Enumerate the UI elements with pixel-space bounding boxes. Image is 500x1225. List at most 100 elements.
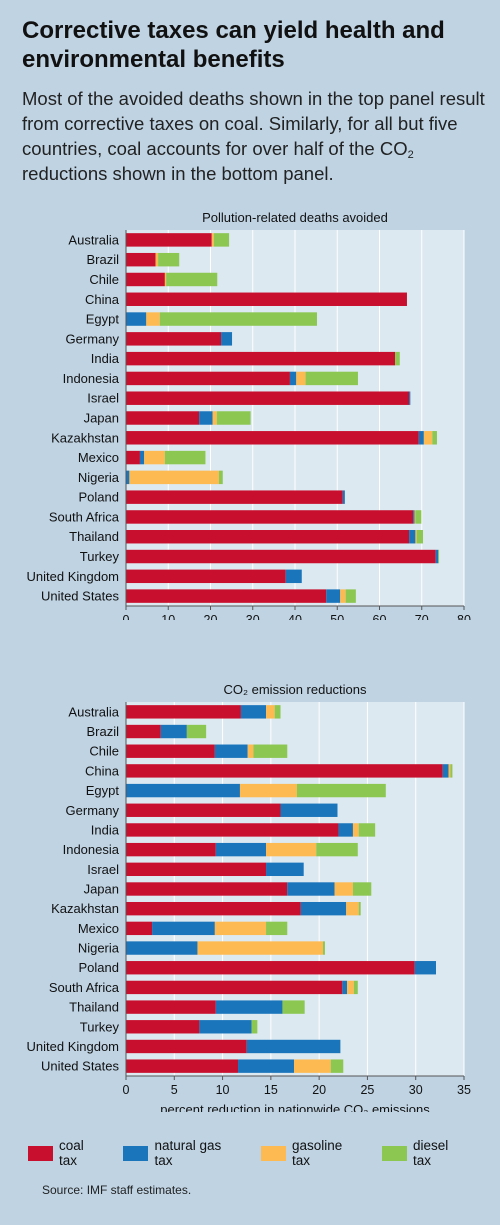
bar-segment-gas — [289, 371, 297, 386]
category-label: Poland — [79, 960, 119, 975]
bar-segment-diesel — [316, 842, 358, 857]
bar-segment-coal — [126, 1020, 200, 1034]
category-label: Thailand — [69, 529, 119, 544]
bar-segment-coal — [126, 510, 414, 524]
bar-segment-gas — [215, 842, 267, 857]
page-subtitle: Most of the avoided deaths shown in the … — [22, 86, 492, 186]
bar-segment-gas — [326, 589, 341, 603]
category-label: Kazakhstan — [51, 430, 119, 445]
legend-item-gasoline: gasoline tax — [260, 1138, 364, 1168]
bar-segment-coal — [126, 411, 200, 425]
category-label: Chile — [89, 272, 119, 287]
bar-segment-gas — [126, 783, 240, 798]
bar-segment-gasoline — [448, 764, 451, 778]
bar-segment-coal — [126, 292, 407, 306]
bar-segment-coal — [126, 1000, 216, 1014]
bar-segment-diesel — [353, 980, 358, 995]
category-label: Indonesia — [63, 842, 120, 857]
x-tick-label: 30 — [409, 1083, 423, 1097]
legend-label: gasoline tax — [291, 1138, 343, 1168]
category-label: Japan — [84, 411, 119, 426]
bar-segment-coal — [126, 391, 410, 405]
bar-segment-gas — [214, 744, 248, 758]
category-label: United Kingdom — [27, 1039, 120, 1054]
bar-segment-diesel — [358, 901, 361, 916]
category-label: Turkey — [80, 549, 120, 564]
bar-segment-diesel — [218, 470, 223, 485]
category-label: Poland — [79, 490, 119, 505]
source-note: Source: IMF staff estimates. — [42, 1183, 192, 1197]
category-label: Egypt — [86, 312, 120, 327]
bar-segment-diesel — [213, 233, 230, 247]
bar-segment-gasoline — [415, 530, 417, 544]
x-tick-label: 20 — [204, 613, 218, 620]
bar-segment-gas — [246, 1039, 341, 1054]
category-label: Kazakhstan — [51, 901, 119, 916]
bar-segment-coal — [126, 233, 212, 247]
bar-segment-diesel — [296, 783, 386, 798]
x-tick-label: 80 — [457, 613, 471, 620]
bar-segment-gas — [342, 980, 348, 995]
category-label: Australia — [68, 704, 119, 719]
bar-segment-gasoline — [266, 705, 275, 719]
category-label: Israel — [87, 862, 119, 877]
category-label: Germany — [66, 331, 120, 346]
category-label: Thailand — [69, 1000, 119, 1015]
legend-item-diesel: diesel tax — [382, 1138, 470, 1168]
bar-segment-gas — [126, 941, 198, 955]
category-label: Egypt — [86, 783, 120, 798]
x-tick-label: 35 — [457, 1083, 471, 1097]
subtitle-text-end: reductions shown in the bottom panel. — [22, 163, 334, 184]
bar-segment-diesel — [166, 272, 218, 287]
category-label: Indonesia — [63, 371, 120, 386]
bar-segment-gas — [338, 823, 353, 837]
bar-segment-diesel — [330, 1059, 344, 1073]
bar-segment-gas — [409, 391, 411, 405]
bar-segment-gas — [199, 411, 213, 425]
bar-segment-gas — [287, 882, 335, 896]
bar-segment-diesel — [345, 589, 356, 603]
subtitle-subscript: 2 — [407, 149, 414, 161]
bar-segment-coal — [126, 921, 153, 936]
x-tick-label: 25 — [360, 1083, 374, 1097]
bar-segment-coal — [126, 823, 339, 837]
x-tick-label: 70 — [415, 613, 429, 620]
bar-segment-gasoline — [352, 823, 359, 837]
category-label: United States — [41, 1059, 120, 1074]
legend-swatch-gas — [123, 1145, 149, 1161]
category-label: Germany — [66, 803, 120, 818]
bar-segment-gas — [126, 312, 147, 326]
category-label: Nigeria — [78, 941, 120, 956]
bar-segment-diesel — [450, 764, 453, 778]
bar-segment-coal — [126, 332, 222, 346]
bar-segment-gas — [418, 431, 424, 445]
category-label: Chile — [89, 744, 119, 759]
x-tick-label: 20 — [312, 1083, 326, 1097]
bar-segment-diesel — [253, 744, 288, 758]
bar-segment-coal — [126, 272, 165, 287]
x-tick-label: 5 — [171, 1083, 178, 1097]
category-label: South Africa — [49, 509, 120, 524]
bar-segment-gas — [285, 569, 302, 584]
bar-segment-gasoline — [294, 1059, 331, 1073]
bar-segment-gas — [160, 724, 187, 739]
bar-segment-diesel — [251, 1020, 258, 1034]
legend-label: coal tax — [58, 1138, 84, 1168]
legend-item-coal: coal tax — [28, 1138, 105, 1168]
legend-swatch-coal — [28, 1145, 53, 1161]
bar-segment-coal — [126, 744, 215, 758]
bar-segment-diesel — [358, 823, 376, 837]
bar-segment-diesel — [395, 351, 400, 366]
bar-segment-gas — [280, 803, 338, 817]
bar-segment-diesel — [164, 450, 206, 465]
bar-segment-gasoline — [340, 589, 346, 603]
category-label: United States — [41, 589, 120, 604]
deaths-avoided-chart: Pollution-related deaths avoided 0 10 20 30 4… — [27, 210, 471, 620]
chart-title: CO₂ emission reductions — [223, 682, 367, 697]
legend-label: diesel tax — [412, 1138, 449, 1168]
chart-legend: coal tax natural gas tax gasoline tax diese… — [28, 1138, 488, 1168]
x-tick-label: 15 — [264, 1083, 278, 1097]
bar-segment-coal — [126, 882, 288, 896]
x-axis-label: percent reduction in nationwide CO₂ emis… — [160, 1102, 430, 1112]
bar-segment-coal — [126, 980, 343, 995]
